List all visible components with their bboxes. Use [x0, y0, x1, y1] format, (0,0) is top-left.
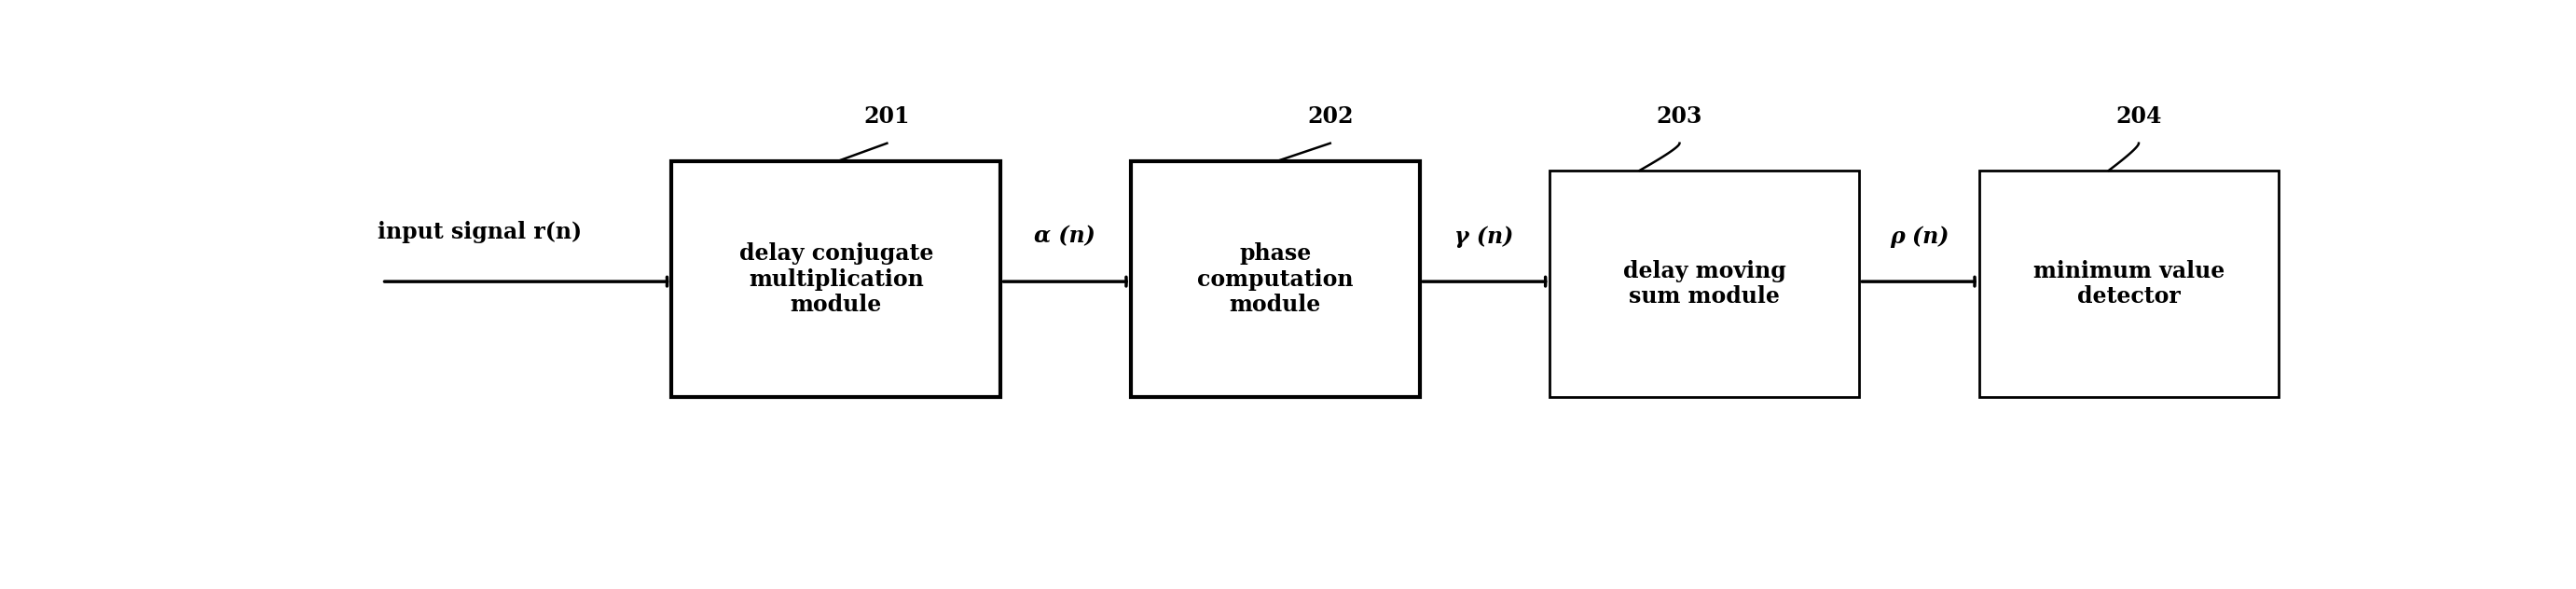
Text: input signal r(n): input signal r(n): [379, 221, 582, 243]
Text: α (n): α (n): [1033, 225, 1095, 247]
Text: γ (n): γ (n): [1455, 225, 1512, 247]
Text: ρ (n): ρ (n): [1891, 225, 1947, 247]
Text: minimum value
detector: minimum value detector: [2032, 260, 2226, 308]
FancyBboxPatch shape: [1978, 170, 2280, 397]
Text: delay conjugate
multiplication
module: delay conjugate multiplication module: [739, 242, 933, 316]
Text: phase
computation
module: phase computation module: [1198, 242, 1352, 316]
FancyBboxPatch shape: [1131, 161, 1419, 397]
Text: delay moving
sum module: delay moving sum module: [1623, 260, 1785, 308]
Text: 201: 201: [863, 105, 909, 127]
Text: 202: 202: [1306, 105, 1352, 127]
Text: 204: 204: [2115, 105, 2161, 127]
Text: 203: 203: [1656, 105, 1703, 127]
FancyBboxPatch shape: [672, 161, 999, 397]
FancyBboxPatch shape: [1551, 170, 1860, 397]
